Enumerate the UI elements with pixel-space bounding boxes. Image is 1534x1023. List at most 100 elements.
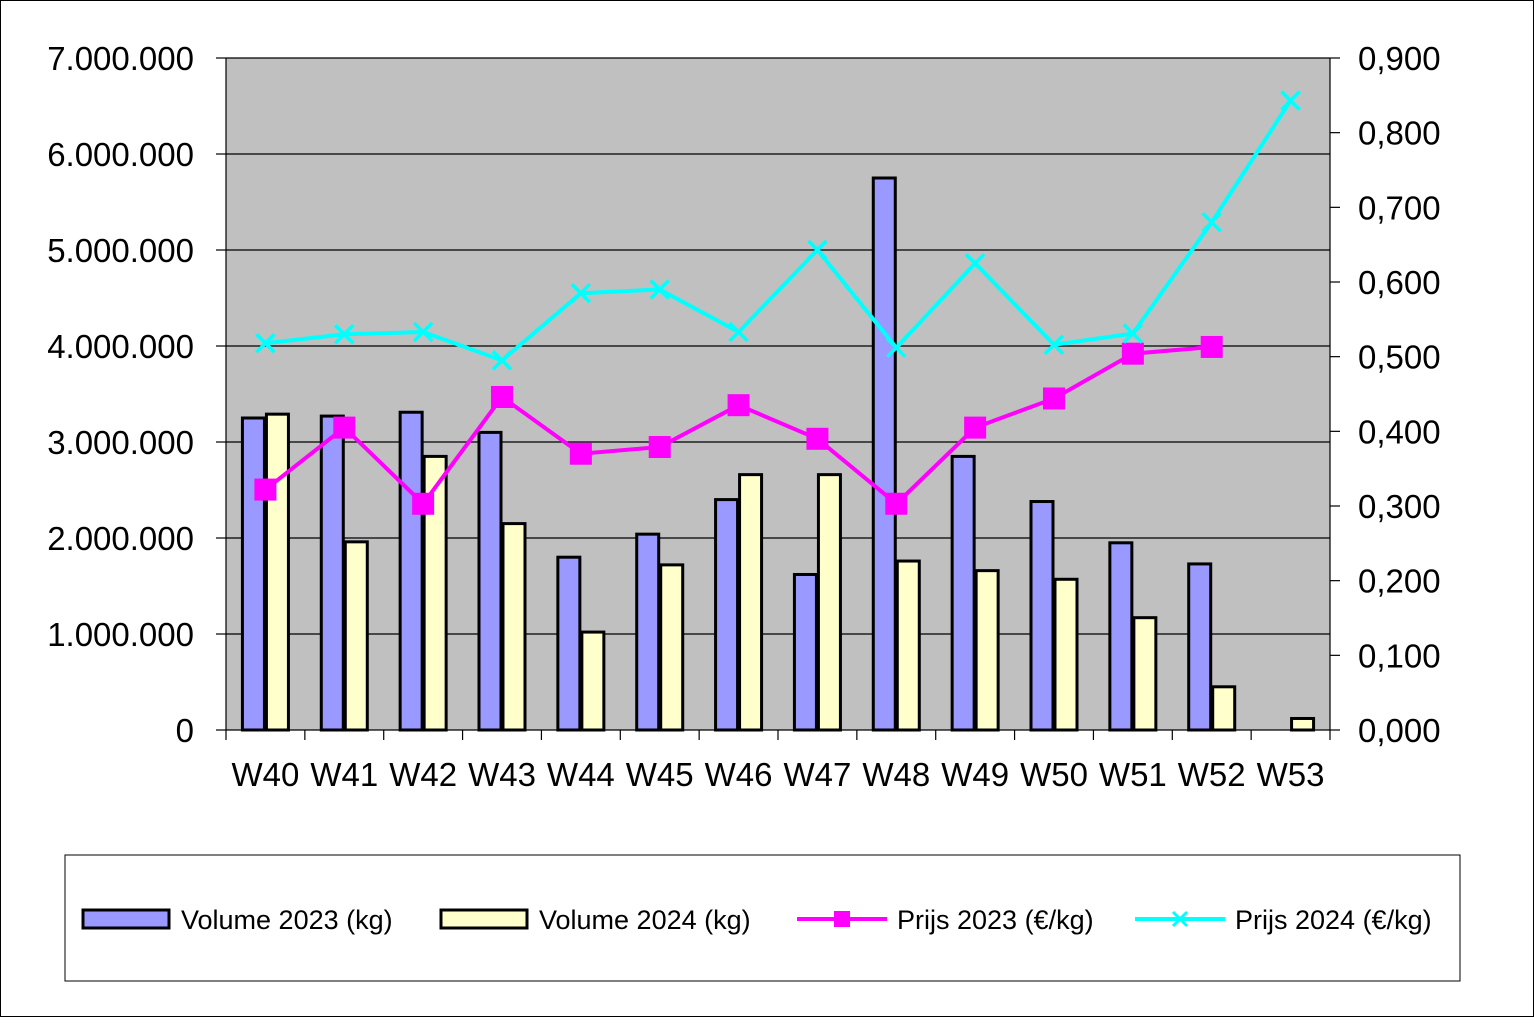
point-prijs-2023-kg-w45 <box>648 436 671 459</box>
plot-area <box>225 57 1331 731</box>
y-right-tick-label: 0,700 <box>1358 189 1441 226</box>
bar-volume-2024-kg--w50 <box>1053 577 1079 732</box>
bar-volume-2023-kg--w45 <box>635 532 661 732</box>
y-right-tick-label: 0,900 <box>1358 40 1441 77</box>
y-left-tick-label: 1.000.000 <box>47 616 194 653</box>
bar-volume-2024-kg--w51 <box>1132 616 1158 732</box>
y-left-tick-label: 7.000.000 <box>47 40 194 77</box>
bar-volume-2024-kg--w49 <box>974 569 1000 732</box>
legend-marker-prijs-2024-kg <box>1171 910 1189 928</box>
x-tick-label: W48 <box>862 756 930 793</box>
point-prijs-2024-kg-w52 <box>1201 212 1222 233</box>
x-tick-label: W45 <box>626 756 694 793</box>
y-left-tick-label: 0 <box>176 712 194 749</box>
legend-label-prijs-2024-kg: Prijs 2024 (€/kg) <box>1235 905 1432 935</box>
point-prijs-2023-kg-w43 <box>491 385 513 408</box>
point-prijs-2023-kg-w50 <box>1043 387 1065 410</box>
x-tick-label: W47 <box>783 756 851 793</box>
y-right-tick-label: 0,300 <box>1358 488 1441 525</box>
x-marker-stroke <box>649 279 670 300</box>
x-marker-stroke <box>728 321 749 343</box>
bar-volume-2023-kg--w48 <box>871 176 897 732</box>
point-prijs-2024-kg-w46 <box>728 321 749 343</box>
bar-volume-2024-kg--w44 <box>580 630 606 732</box>
legend-box <box>64 854 1461 982</box>
y-right-tick-label: 0,000 <box>1358 712 1441 749</box>
bar-volume-2024-kg--w48 <box>895 559 921 732</box>
x-tick-label: W40 <box>231 756 299 793</box>
y-axis-right-ticks: 0,000 0,100 0,200 0,300 0,400 0,500 0,600 0,700… <box>1330 40 1441 749</box>
bar-volume-2023-kg--w49 <box>950 454 976 732</box>
bar-volume-2024-kg--w52 <box>1211 685 1237 732</box>
legend-swatch-volume-2024-kg <box>439 908 529 930</box>
bar-volume-2024-kg--w43 <box>501 522 527 732</box>
point-prijs-2023-kg-w46 <box>727 394 750 417</box>
point-prijs-2024-kg-w51 <box>1122 323 1144 344</box>
x-marker-stroke <box>334 324 355 345</box>
x-marker-stroke <box>412 321 434 343</box>
y-left-tick-label: 2.000.000 <box>47 520 194 557</box>
point-prijs-2024-kg-w50 <box>1043 334 1065 355</box>
legend: Volume 2023 (kg) Volume 2024 (kg) Prijs 20… <box>64 854 1461 982</box>
point-prijs-2023-kg-w41 <box>333 416 356 439</box>
y-axis-left-ticks: 0 1.000.000 2.000.000 3.000.000 4.000.000 5.0… <box>47 40 226 749</box>
line-prijs-2024-kg <box>265 99 1293 363</box>
x-tick-label: W42 <box>389 756 457 793</box>
x-tick-label: W52 <box>1178 756 1246 793</box>
x-marker-stroke <box>255 332 276 354</box>
x-tick-label: W49 <box>941 756 1009 793</box>
y-right-tick-label: 0,400 <box>1358 413 1441 450</box>
x-marker-stroke <box>1171 910 1189 928</box>
point-prijs-2024-kg-w48 <box>886 337 907 358</box>
x-tick-label: W53 <box>1257 756 1325 793</box>
legend-label-volume-2024-kg: Volume 2024 (kg) <box>539 905 751 935</box>
y-right-tick-label: 0,600 <box>1358 264 1441 301</box>
bars <box>240 176 1316 732</box>
x-marker-stroke <box>570 282 592 304</box>
x-axis-ticks: W40 W41 W42 W43 W44 W45 W46 W47 W48 W49 W50 W51 W52 W… <box>225 730 1331 793</box>
bar-volume-2023-kg--w51 <box>1108 541 1134 732</box>
price-lines <box>254 90 1301 515</box>
point-prijs-2023-kg-w42 <box>412 492 435 515</box>
point-prijs-2024-kg-w41 <box>334 324 355 345</box>
y-left-tick-label: 6.000.000 <box>47 136 194 173</box>
bar-volume-2024-kg--w41 <box>343 540 369 732</box>
y-right-tick-label: 0,100 <box>1358 637 1441 674</box>
bar-volume-2023-kg--w41 <box>319 414 345 732</box>
legend-marker-prijs-2023-kg <box>834 911 850 927</box>
y-right-tick-label: 0,500 <box>1358 339 1441 376</box>
point-prijs-2024-kg-w49 <box>964 253 986 274</box>
point-prijs-2024-kg-w42 <box>412 321 434 343</box>
bar-volume-2024-kg--w46 <box>738 473 764 732</box>
x-tick-label: W41 <box>310 756 378 793</box>
point-prijs-2024-kg-w40 <box>255 332 276 354</box>
point-prijs-2024-kg-w43 <box>491 350 513 371</box>
x-tick-label: W46 <box>705 756 773 793</box>
point-prijs-2023-kg-w49 <box>964 416 987 439</box>
point-prijs-2023-kg-w40 <box>254 478 277 501</box>
x-tick-label: W44 <box>547 756 615 793</box>
x-marker-stroke <box>1043 334 1065 355</box>
bar-volume-2024-kg--w40 <box>264 412 290 732</box>
x-marker-stroke <box>964 253 986 274</box>
x-marker-stroke <box>491 350 513 371</box>
point-prijs-2023-kg-w47 <box>806 427 829 450</box>
legend-label-volume-2023-kg: Volume 2023 (kg) <box>181 905 393 935</box>
y-left-tick-label: 3.000.000 <box>47 424 194 461</box>
x-marker-stroke <box>1280 90 1301 111</box>
point-prijs-2023-kg-w52 <box>1200 335 1223 358</box>
plot-background <box>225 57 1331 731</box>
bar-volume-2024-kg--w53 <box>1290 716 1316 732</box>
point-prijs-2024-kg-w47 <box>807 239 828 261</box>
x-tick-label: W51 <box>1099 756 1167 793</box>
y-right-tick-label: 0,800 <box>1358 115 1441 152</box>
bar-volume-2024-kg--w47 <box>816 473 842 732</box>
point-prijs-2024-kg-w53 <box>1280 90 1301 111</box>
x-marker-stroke <box>886 337 907 358</box>
point-prijs-2023-kg-w44 <box>569 442 592 465</box>
point-prijs-2024-kg-w45 <box>649 279 670 300</box>
y-right-tick-label: 0,200 <box>1358 563 1441 600</box>
y-left-tick-label: 5.000.000 <box>47 232 194 269</box>
